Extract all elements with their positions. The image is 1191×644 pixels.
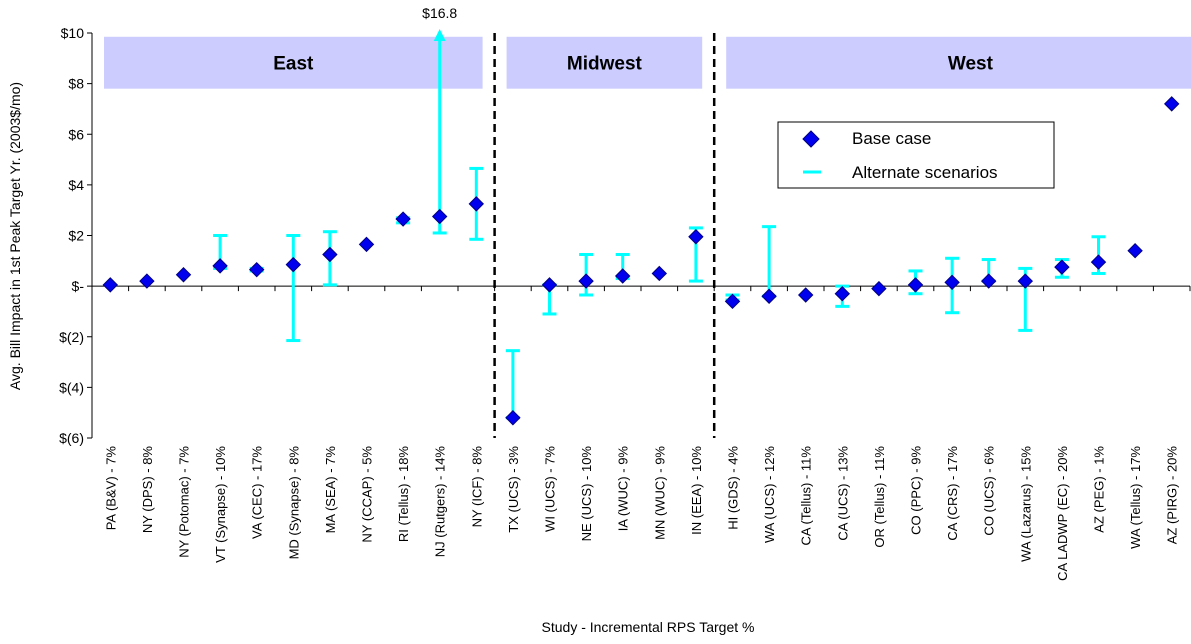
base-case-point	[797, 287, 814, 303]
base-case-point	[651, 265, 668, 282]
x-tick-label: WA (UCS) - 12%	[762, 446, 777, 543]
x-tick-label: CO (UCS) - 6%	[982, 446, 997, 536]
y-tick-label: $-	[72, 278, 85, 294]
base-case-point	[541, 277, 558, 293]
base-case-point	[285, 256, 302, 273]
y-tick-label: $2	[68, 228, 84, 244]
x-tick-label: OR (Tellus) - 11%	[872, 446, 887, 548]
base-case-point	[871, 280, 887, 297]
x-tick-labels: PA (B&V) - 7% NY (DPS) - 8% NY (Potomac) -…	[103, 446, 1179, 581]
alternate-range-arrow	[433, 29, 446, 41]
base-case-point	[358, 236, 375, 253]
base-case-point	[688, 229, 704, 245]
region-label-midwest: Midwest	[567, 54, 643, 75]
base-case-point	[212, 258, 228, 274]
base-case-point	[907, 277, 924, 293]
x-tick-label: CA LADWP (EC) - 20%	[1055, 446, 1070, 581]
legend: Base case Alternate scenarios	[777, 121, 1055, 189]
x-tick-label: WA (Tellus) - 17%	[1128, 446, 1143, 549]
base-case-point	[248, 261, 265, 278]
y-tick-label: $10	[61, 25, 85, 41]
x-tick-label: VT (Synapse) - 10%	[213, 446, 228, 563]
annotations: $16.8	[422, 5, 457, 21]
y-axis-title: Avg. Bill Impact in 1st Peak Target Yr. …	[7, 82, 23, 390]
annotation-label: $16.8	[422, 5, 457, 21]
base-case-point	[761, 288, 777, 304]
x-tick-label: PA (B&V) - 7%	[103, 446, 118, 531]
legend-label-alternate: Alternate scenarios	[852, 163, 998, 182]
x-tick-label: MN (WUC) - 9%	[652, 446, 667, 540]
base-case-point	[175, 267, 192, 283]
region-band-east	[104, 36, 483, 89]
legend-box	[777, 121, 1055, 189]
base-case-point	[468, 196, 485, 212]
base-case-point	[1163, 96, 1180, 112]
y-tick-labels: $10 $8 $6 $4 $2 $- $(2) $(4) $(6)	[59, 25, 84, 446]
x-tick-label: WI (UCS) - 7%	[543, 446, 558, 532]
x-tick-label: AZ (PEG) - 1%	[1092, 446, 1107, 533]
x-tick-label: IA (WUC) - 9%	[616, 446, 631, 532]
base-case-point	[614, 268, 631, 284]
x-tick-label: NY (Potomac) - 7%	[177, 446, 192, 558]
x-tick-label: HI (GDS) - 4%	[726, 446, 741, 530]
base-case-point	[724, 293, 741, 310]
y-tick-label: $8	[68, 76, 84, 92]
region-band-west	[726, 36, 1191, 89]
base-case-point	[431, 208, 448, 225]
y-tick-label: $(6)	[59, 430, 84, 446]
x-tick-label: CA (UCS) - 13%	[835, 446, 850, 541]
x-tick-label: CO (PPC) - 9%	[909, 446, 924, 535]
base-case-point	[1090, 254, 1107, 270]
y-tick-label: $(2)	[59, 329, 84, 345]
y-tick-label: $6	[68, 126, 84, 142]
x-tick-label: NY (ICF) - 8%	[469, 446, 484, 528]
base-case-point	[834, 286, 851, 302]
x-tick-label: CA (CRS) - 17%	[945, 446, 960, 541]
x-tick-label: CA (Tellus) - 11%	[799, 446, 814, 546]
x-tick-label: NY (CCAP) - 5%	[360, 446, 375, 543]
x-tick-label: TX (UCS) - 3%	[506, 446, 521, 533]
base-case-point	[102, 277, 119, 293]
x-tick-label: MD (Synapse) - 8%	[286, 446, 301, 560]
base-case-point	[1054, 259, 1070, 275]
x-tick-label: WA (Lazarus) - 15%	[1018, 446, 1033, 562]
x-tick-label: VA (CEC) - 17%	[250, 446, 265, 539]
x-tick-label: AZ (PIRG) - 20%	[1165, 446, 1180, 545]
x-tick-label: NJ (Rutgers) - 14%	[433, 446, 448, 558]
base-case-point	[395, 211, 411, 227]
region-label-east: East	[273, 54, 314, 75]
region-label-west: West	[948, 54, 994, 75]
x-tick-label: IN (EEA) - 10%	[689, 446, 704, 535]
base-case-point	[944, 274, 960, 291]
base-case-point	[1127, 242, 1143, 259]
legend-label-base-case: Base case	[852, 129, 931, 148]
base-case-points	[102, 96, 1180, 426]
x-tick-label: NY (DPS) - 8%	[140, 446, 155, 534]
base-case-point	[139, 273, 155, 289]
x-tick-label: MA (SEA) - 7%	[323, 446, 338, 534]
base-case-point	[980, 273, 997, 289]
region-band-midwest	[506, 36, 703, 89]
axes	[87, 32, 1191, 439]
y-tick-label: $(4)	[59, 379, 84, 395]
legend-base-case-marker	[802, 130, 820, 148]
base-case-point	[322, 246, 338, 263]
x-axis-title: Study - Incremental RPS Target %	[542, 619, 755, 635]
region-bands: East Midwest West	[104, 33, 1191, 438]
base-case-point	[1017, 273, 1034, 289]
x-tick-label: NE (UCS) - 10%	[579, 446, 594, 542]
base-case-point	[578, 273, 594, 289]
x-tick-label: RI (Tellus) - 18%	[396, 446, 411, 543]
base-case-point	[505, 410, 521, 426]
y-tick-label: $4	[68, 177, 84, 193]
